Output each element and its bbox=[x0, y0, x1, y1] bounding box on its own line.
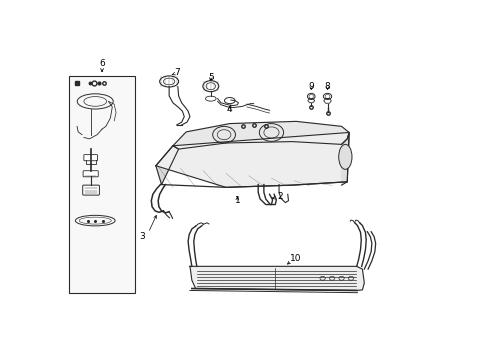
Bar bbox=[68, 76, 135, 293]
FancyBboxPatch shape bbox=[84, 155, 97, 161]
Polygon shape bbox=[341, 132, 348, 185]
FancyBboxPatch shape bbox=[82, 185, 99, 195]
Text: 5: 5 bbox=[207, 72, 213, 81]
Text: 2: 2 bbox=[277, 192, 283, 201]
FancyBboxPatch shape bbox=[83, 171, 98, 177]
Text: 9: 9 bbox=[308, 82, 313, 91]
Text: 10: 10 bbox=[290, 255, 301, 264]
Text: 1: 1 bbox=[234, 196, 240, 205]
Text: 4: 4 bbox=[226, 105, 232, 114]
Text: 8: 8 bbox=[324, 82, 330, 91]
Polygon shape bbox=[189, 266, 364, 291]
Text: 6: 6 bbox=[99, 59, 105, 68]
Polygon shape bbox=[156, 132, 348, 187]
Text: 7: 7 bbox=[173, 68, 179, 77]
Polygon shape bbox=[173, 121, 348, 149]
Text: 3: 3 bbox=[140, 232, 145, 241]
Polygon shape bbox=[156, 146, 178, 185]
Ellipse shape bbox=[338, 144, 351, 169]
